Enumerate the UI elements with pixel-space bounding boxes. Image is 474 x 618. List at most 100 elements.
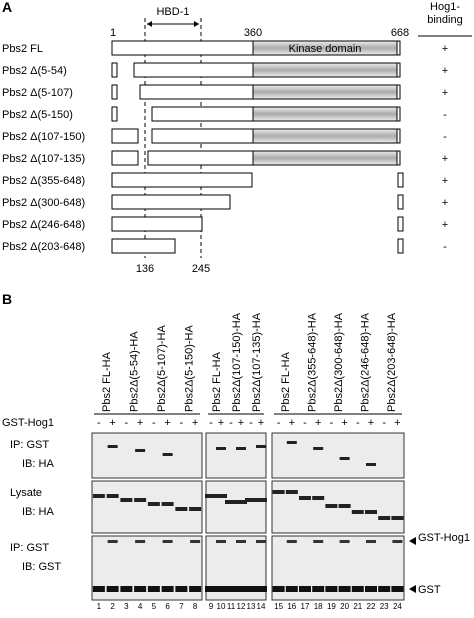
band bbox=[134, 586, 147, 592]
panel-letter: B bbox=[2, 291, 12, 307]
header-line: Hog1- bbox=[430, 1, 460, 13]
band bbox=[189, 507, 202, 511]
lane-number: 19 bbox=[327, 602, 336, 611]
construct-label: Pbs2 Δ(5-54) bbox=[2, 65, 67, 77]
blot bbox=[205, 432, 267, 479]
band bbox=[216, 540, 226, 543]
band bbox=[236, 540, 246, 543]
sign: - bbox=[303, 417, 307, 429]
construct-label: Pbs2 Δ(107-135) bbox=[2, 153, 85, 165]
row-label: IP: GST bbox=[10, 439, 49, 451]
band bbox=[162, 453, 173, 456]
kinase-domain bbox=[252, 84, 398, 100]
band bbox=[391, 516, 404, 520]
band bbox=[147, 502, 160, 506]
band bbox=[225, 500, 237, 504]
lane-number: 20 bbox=[340, 602, 349, 611]
band bbox=[391, 586, 404, 592]
construct-bar bbox=[111, 216, 203, 232]
sign: - bbox=[249, 417, 253, 429]
kinase-domain bbox=[252, 62, 398, 78]
lane-label: Pbs2Δ(203-648)-HA bbox=[386, 312, 398, 412]
construct-label: Pbs2 FL bbox=[2, 43, 43, 55]
construct-bar bbox=[111, 128, 139, 144]
band bbox=[256, 445, 266, 448]
blot bbox=[271, 480, 405, 534]
c-term bbox=[396, 40, 401, 56]
sign: - bbox=[152, 417, 156, 429]
band bbox=[338, 586, 351, 592]
hbd-label: HBD-1 bbox=[156, 6, 189, 18]
band bbox=[312, 586, 325, 592]
scale-label: 360 bbox=[244, 27, 262, 39]
lane-label: Pbs2 FL-HA bbox=[280, 351, 292, 412]
lane-label: Pbs2Δ(246-648)-HA bbox=[359, 312, 371, 412]
band bbox=[299, 496, 311, 500]
scale-label: 136 bbox=[136, 263, 154, 275]
row-label: IP: GST bbox=[10, 542, 49, 554]
band bbox=[285, 586, 298, 592]
row-label: Lysate bbox=[10, 487, 42, 499]
c-term bbox=[396, 106, 401, 122]
construct-bar bbox=[111, 84, 118, 100]
band bbox=[92, 586, 105, 592]
band bbox=[106, 494, 119, 498]
sign: - bbox=[97, 417, 101, 429]
sign: - bbox=[229, 417, 233, 429]
binding-sign: - bbox=[443, 241, 447, 253]
construct-bar bbox=[111, 62, 118, 78]
band bbox=[205, 494, 217, 498]
lane-number: 3 bbox=[124, 602, 129, 611]
band bbox=[215, 586, 227, 592]
lane-number: 5 bbox=[152, 602, 157, 611]
lane-label: Pbs2Δ(355-648)-HA bbox=[307, 312, 319, 412]
sign: - bbox=[209, 417, 213, 429]
sign: - bbox=[382, 417, 386, 429]
lane-number: 15 bbox=[274, 602, 283, 611]
binding-sign: + bbox=[442, 43, 448, 55]
band bbox=[313, 540, 324, 543]
band bbox=[366, 540, 376, 543]
binding-sign: - bbox=[443, 131, 447, 143]
binding-sign: + bbox=[442, 175, 448, 187]
c-term bbox=[396, 62, 401, 78]
lane-number: 7 bbox=[179, 602, 184, 611]
construct-bar bbox=[397, 172, 404, 188]
construct-label: Pbs2 Δ(300-648) bbox=[2, 197, 85, 209]
right-label: GST-Hog1 bbox=[418, 532, 470, 544]
band bbox=[272, 490, 285, 494]
lane-number: 12 bbox=[237, 602, 246, 611]
construct-bar bbox=[111, 238, 176, 254]
construct-label: Pbs2 Δ(203-648) bbox=[2, 241, 85, 253]
lane-number: 10 bbox=[217, 602, 226, 611]
band bbox=[236, 447, 246, 450]
c-term bbox=[396, 150, 401, 166]
band bbox=[245, 498, 257, 502]
band bbox=[245, 586, 257, 592]
band bbox=[351, 586, 364, 592]
band bbox=[339, 457, 350, 460]
band bbox=[313, 447, 324, 450]
band bbox=[215, 494, 227, 498]
band bbox=[134, 498, 147, 502]
band bbox=[92, 494, 105, 498]
row-label: IB: HA bbox=[22, 458, 54, 470]
lane-number: 18 bbox=[314, 602, 323, 611]
c-term bbox=[396, 128, 401, 144]
band bbox=[338, 504, 351, 508]
lane-number: 21 bbox=[353, 602, 362, 611]
band bbox=[175, 507, 188, 511]
band bbox=[312, 496, 325, 500]
sign: + bbox=[218, 417, 224, 429]
lane-number: 11 bbox=[227, 602, 236, 611]
binding-sign: - bbox=[443, 109, 447, 121]
band bbox=[366, 463, 376, 466]
blot bbox=[91, 432, 203, 479]
band bbox=[285, 490, 298, 494]
band bbox=[161, 502, 174, 506]
sign: + bbox=[341, 417, 347, 429]
lane-number: 17 bbox=[301, 602, 310, 611]
header-line: binding bbox=[427, 14, 462, 26]
band bbox=[235, 586, 247, 592]
lane-label: Pbs2Δ(300-648)-HA bbox=[333, 312, 345, 412]
